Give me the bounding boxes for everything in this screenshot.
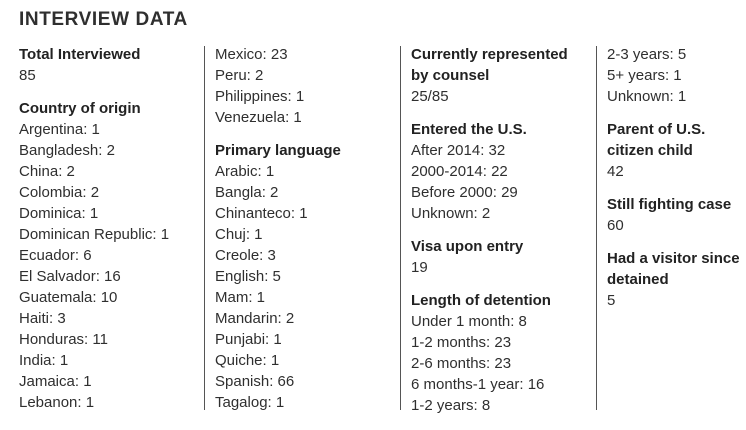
length-of-detention-label: Length of detention <box>411 292 551 309</box>
list-item: Mam: 1 <box>215 289 266 306</box>
list-item: Unknown: 1 <box>607 88 687 105</box>
represented-label: Currently represented by counsel <box>411 46 568 84</box>
total-interviewed-label: Total Interviewed <box>19 46 141 63</box>
column-divider <box>204 46 205 410</box>
list-item: Lebanon: 1 <box>19 394 95 411</box>
list-item: Arabic: 1 <box>215 163 275 180</box>
entered-us-label: Entered the U.S. <box>411 121 527 138</box>
visitor-value: 5 <box>607 292 616 309</box>
column-3: Currently represented by counsel 25/85 E… <box>411 44 591 416</box>
list-item: Dominica: 1 <box>19 205 99 222</box>
list-item: Quiche: 1 <box>215 352 280 369</box>
list-item: India: 1 <box>19 352 69 369</box>
page-title: INTERVIEW DATA <box>19 9 188 30</box>
country-of-origin-label: Country of origin <box>19 100 141 117</box>
total-interviewed-value: 85 <box>19 67 36 84</box>
column-1: Total Interviewed 85 Country of origin A… <box>19 44 199 413</box>
list-item: Venezuela: 1 <box>215 109 302 126</box>
list-item: Chinanteco: 1 <box>215 205 308 222</box>
list-item: China: 2 <box>19 163 75 180</box>
visa-label: Visa upon entry <box>411 238 524 255</box>
list-item: Dominican Republic: 1 <box>19 226 170 243</box>
list-item: Before 2000: 29 <box>411 184 518 201</box>
list-item: Tagalog: 1 <box>215 394 285 411</box>
list-item: El Salvador: 16 <box>19 268 121 285</box>
parent-value: 42 <box>607 163 624 180</box>
list-item: Argentina: 1 <box>19 121 100 138</box>
list-item: Under 1 month: 8 <box>411 313 527 330</box>
column-2: Mexico: 23 Peru: 2 Philippines: 1 Venezu… <box>215 44 390 413</box>
list-item: Punjabi: 1 <box>215 331 282 348</box>
column-divider <box>596 46 597 410</box>
list-item: Chuj: 1 <box>215 226 263 243</box>
list-item: Bangladesh: 2 <box>19 142 115 159</box>
list-item: Haiti: 3 <box>19 310 66 327</box>
list-item: 2-3 years: 5 <box>607 46 687 63</box>
still-fighting-label: Still fighting case <box>607 196 732 213</box>
list-item: After 2014: 32 <box>411 142 506 159</box>
list-item: 1-2 months: 23 <box>411 334 512 351</box>
primary-language-label: Primary language <box>215 142 341 159</box>
list-item: 2-6 months: 23 <box>411 355 512 372</box>
list-item: Creole: 3 <box>215 247 276 264</box>
list-item: 5+ years: 1 <box>607 67 682 84</box>
list-item: 1-2 years: 8 <box>411 397 491 414</box>
list-item: Jamaica: 1 <box>19 373 92 390</box>
list-item: Mandarin: 2 <box>215 310 295 327</box>
list-item: Honduras: 11 <box>19 331 108 348</box>
list-item: 2000-2014: 22 <box>411 163 508 180</box>
list-item: Colombia: 2 <box>19 184 100 201</box>
list-item: Spanish: 66 <box>215 373 295 390</box>
list-item: Guatemala: 10 <box>19 289 118 306</box>
list-item: Peru: 2 <box>215 67 264 84</box>
visitor-label: Had a visitor since detained <box>607 250 740 288</box>
list-item: Mexico: 23 <box>215 46 288 63</box>
list-item: 6 months-1 year: 16 <box>411 376 545 393</box>
column-4: 2-3 years: 5 5+ years: 1 Unknown: 1 Pare… <box>607 44 746 311</box>
parent-label: Parent of U.S. citizen child <box>607 121 706 159</box>
visa-value: 19 <box>411 259 428 276</box>
still-fighting-value: 60 <box>607 217 624 234</box>
list-item: English: 5 <box>215 268 281 285</box>
represented-value: 25/85 <box>411 88 449 105</box>
list-item: Ecuador: 6 <box>19 247 92 264</box>
list-item: Unknown: 2 <box>411 205 491 222</box>
column-divider <box>400 46 401 410</box>
list-item: Philippines: 1 <box>215 88 305 105</box>
list-item: Bangla: 2 <box>215 184 279 201</box>
